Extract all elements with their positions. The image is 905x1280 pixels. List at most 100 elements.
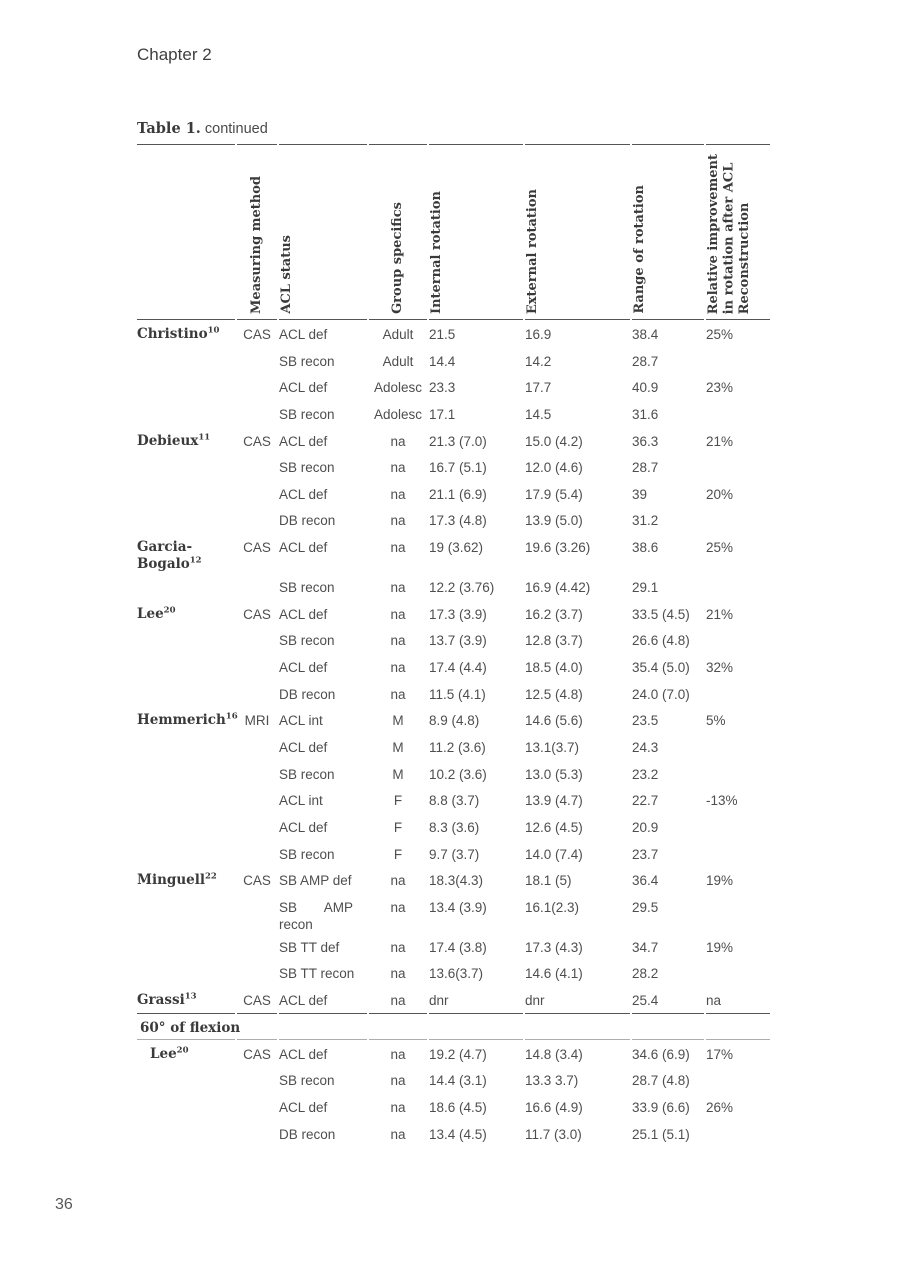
- table-row: Minguell22 CAS SB AMP def na 18.3(4.3) 18.1 (…: [137, 866, 770, 893]
- table-header-row: Measuring method ACL status Group specific…: [137, 144, 770, 320]
- range-of-rotation-cell: 25.4: [632, 993, 659, 1009]
- column-header: Range of rotation: [632, 144, 704, 320]
- external-rotation-cell: 14.6 (5.6): [525, 713, 583, 729]
- external-rotation-cell: 17.9 (5.4): [525, 486, 583, 502]
- range-of-rotation-cell: 35.4 (5.0): [632, 660, 690, 676]
- external-rotation-cell: 12.5 (4.8): [525, 686, 583, 702]
- external-rotation-cell: 16.6 (4.9): [525, 1100, 583, 1116]
- method-cell: CAS: [243, 606, 271, 622]
- study-cell: Debieux11: [137, 432, 211, 449]
- range-of-rotation-cell: 28.7: [632, 353, 659, 369]
- table-row: ACL def Adolesc 23.3 17.7 40.9 23%: [137, 373, 770, 400]
- section-cell: [237, 1012, 277, 1040]
- page-number: 36: [55, 1196, 73, 1213]
- study-cell: [137, 760, 235, 787]
- improvement-cell: [706, 347, 770, 374]
- table-row: ACL def na 18.6 (4.5) 16.6 (4.9) 33.9 (6.6) 2…: [137, 1093, 770, 1120]
- acl-status-cell: DB recon: [279, 686, 336, 702]
- method-cell: CAS: [243, 873, 271, 889]
- study-cell: [137, 1066, 235, 1093]
- improvement-cell: 19%: [706, 873, 734, 889]
- external-rotation-cell: 13.9 (5.0): [525, 513, 583, 529]
- internal-rotation-cell: 8.8 (3.7): [429, 793, 480, 809]
- group-specifics-cell: na: [390, 899, 406, 915]
- improvement-cell: 21%: [706, 606, 734, 622]
- method-cell: CAS: [243, 327, 271, 342]
- acl-status-cell: ACL def: [279, 993, 328, 1009]
- method-cell: [237, 453, 277, 480]
- range-of-rotation-cell: 31.2: [632, 513, 659, 529]
- group-specifics-cell: na: [390, 540, 406, 556]
- acl-status-cell: ACL def: [279, 1100, 328, 1116]
- group-specifics-cell: M: [392, 739, 404, 755]
- range-of-rotation-cell: 25.1 (5.1): [632, 1126, 690, 1142]
- method-cell: MRI: [244, 713, 270, 729]
- external-rotation-cell: 18.1 (5): [525, 873, 572, 889]
- group-specifics-cell: na: [390, 513, 406, 529]
- internal-rotation-cell: 18.3(4.3): [429, 873, 484, 889]
- method-cell: [237, 1120, 277, 1147]
- improvement-cell: [706, 680, 770, 707]
- group-specifics-cell: M: [392, 766, 404, 782]
- group-specifics-cell: F: [393, 819, 403, 835]
- internal-rotation-cell: 13.4 (3.9): [429, 899, 487, 915]
- table-title-continued: continued: [204, 121, 268, 137]
- external-rotation-cell: 19.6 (3.26): [525, 540, 591, 556]
- table-row: DB recon na 17.3 (4.8) 13.9 (5.0) 31.2: [137, 506, 770, 533]
- group-specifics-cell: Adolesc: [373, 406, 423, 422]
- improvement-cell: [706, 893, 770, 933]
- column-header-label: ACL status: [279, 235, 294, 314]
- study-cell: [137, 1120, 235, 1147]
- internal-rotation-cell: 14.4 (3.1): [429, 1073, 487, 1089]
- external-rotation-cell: 16.1(2.3): [525, 899, 580, 915]
- external-rotation-cell: 14.5: [525, 406, 552, 422]
- improvement-cell: [706, 760, 770, 787]
- range-of-rotation-cell: 38.6: [632, 540, 659, 556]
- internal-rotation-cell: 18.6 (4.5): [429, 1100, 487, 1116]
- range-of-rotation-cell: 22.7: [632, 793, 659, 809]
- study-cell: Minguell22: [137, 871, 217, 889]
- table-title: Table 1. continued: [137, 120, 770, 137]
- improvement-cell: -13%: [706, 793, 738, 809]
- section-cell: [279, 1012, 367, 1040]
- external-rotation-cell: 13.1(3.7): [525, 739, 580, 755]
- internal-rotation-cell: 23.3: [429, 380, 456, 396]
- improvement-cell: 23%: [706, 380, 734, 396]
- range-of-rotation-cell: 36.3: [632, 433, 659, 449]
- column-header-label: Internal rotation: [429, 190, 444, 314]
- table-row: Grassi13 CAS ACL def na dnr dnr 25.4 na: [137, 986, 770, 1013]
- external-rotation-cell: 13.0 (5.3): [525, 766, 583, 782]
- internal-rotation-cell: 8.9 (4.8): [429, 713, 480, 729]
- acl-status-cell: SB recon: [279, 766, 335, 782]
- table-row: Garcia- Bogalo12 CAS ACL def na 19 (3.62) 19.6…: [137, 533, 770, 573]
- method-cell: [237, 840, 277, 867]
- external-rotation-cell: 17.3 (4.3): [525, 939, 583, 955]
- internal-rotation-cell: 19 (3.62): [429, 540, 484, 556]
- group-specifics-cell: M: [392, 713, 404, 729]
- acl-status-cell: ACL def: [279, 819, 328, 835]
- internal-rotation-cell: 10.2 (3.6): [429, 766, 487, 782]
- acl-status-cell: ACL int: [279, 713, 323, 729]
- table-row: SB recon F 9.7 (3.7) 14.0 (7.4) 23.7: [137, 840, 770, 867]
- group-specifics-cell: na: [390, 993, 406, 1009]
- study-cell: [137, 506, 235, 533]
- external-rotation-cell: 14.2: [525, 353, 552, 369]
- group-specifics-cell: na: [390, 1046, 406, 1062]
- method-cell: [237, 680, 277, 707]
- study-cell: Hemmerich16: [137, 711, 238, 729]
- improvement-cell: [706, 813, 770, 840]
- method-cell: [237, 653, 277, 680]
- range-of-rotation-cell: 34.6 (6.9): [632, 1046, 690, 1062]
- column-header-label: Group specifics: [390, 202, 406, 314]
- improvement-cell: [706, 840, 770, 867]
- chapter-heading: Chapter 2: [137, 45, 212, 64]
- acl-status-cell: ACL def: [279, 660, 328, 676]
- section-row: 60° of flexion: [137, 1012, 770, 1040]
- internal-rotation-cell: dnr: [429, 993, 449, 1009]
- column-header-label: Measuring method: [249, 176, 265, 314]
- study-cell: [137, 453, 235, 480]
- study-cell: [137, 347, 235, 374]
- internal-rotation-cell: 17.3 (3.9): [429, 606, 487, 622]
- external-rotation-cell: 13.9 (4.7): [525, 793, 583, 809]
- group-specifics-cell: na: [390, 1073, 406, 1089]
